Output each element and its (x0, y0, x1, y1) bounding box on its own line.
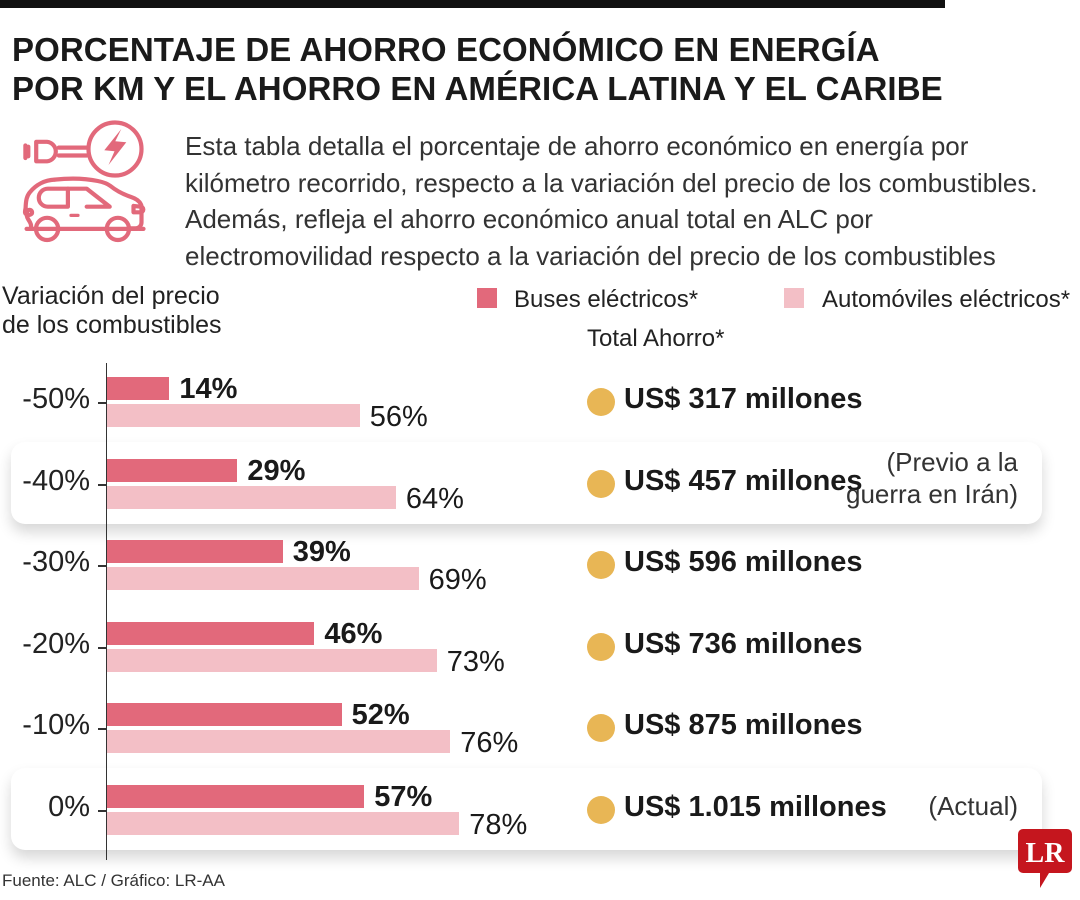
svg-text:LR: LR (1026, 838, 1066, 869)
